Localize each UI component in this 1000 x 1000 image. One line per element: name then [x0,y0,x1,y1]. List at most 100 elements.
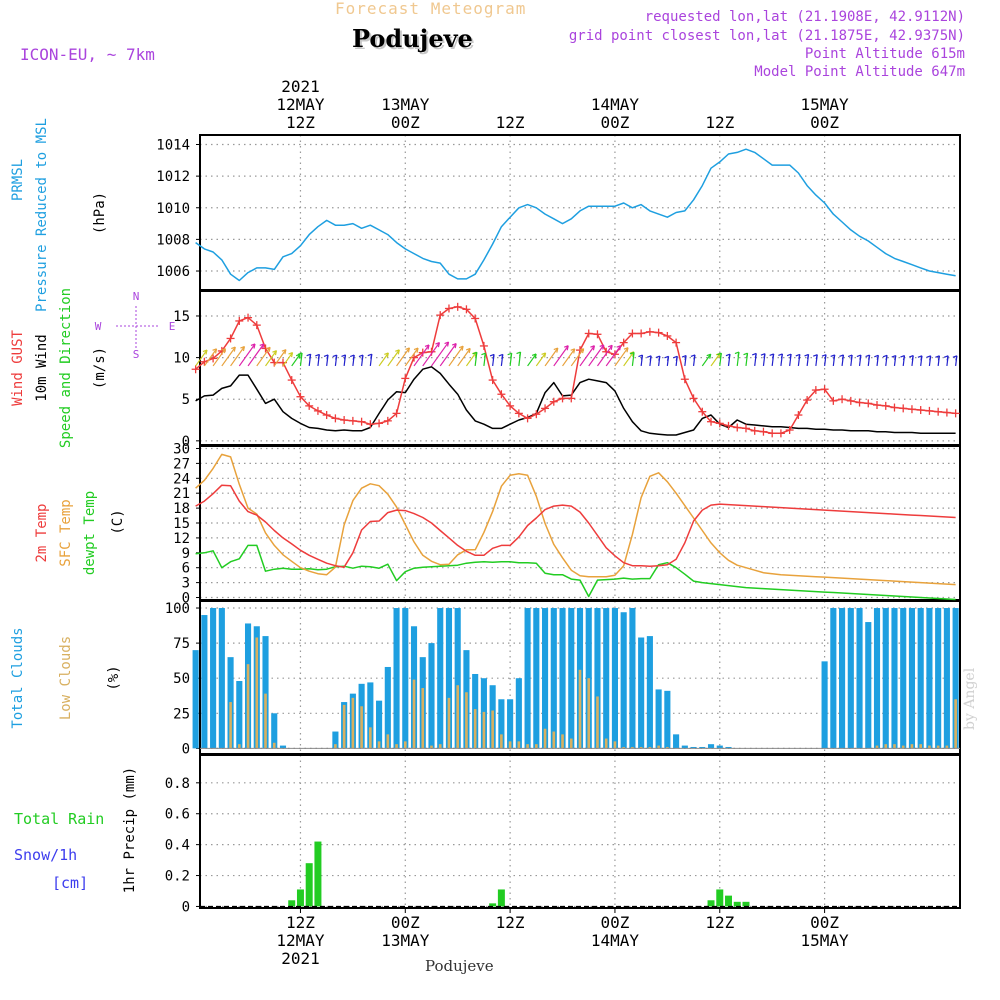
wind-arrow [629,351,635,366]
wind-arrow [282,352,294,367]
gust-marker [663,331,672,340]
y-tick-label: 15 [173,309,190,325]
wind-arrow [203,348,218,367]
top-date-label: 12MAY [276,95,325,114]
low-cloud-bar [342,704,346,749]
wind-arrow [717,352,722,366]
y-tick-label: 0 [182,899,190,915]
wind-arrow [422,342,441,367]
total-cloud-bar [437,608,444,749]
y-tick-label: 30 [173,441,190,457]
wind-arrow-head [290,352,294,358]
top-hour-label: 12Z [496,113,525,132]
wind-arrow [856,354,862,366]
wind-arrow [195,349,208,367]
wind-arrow [579,345,596,367]
wind-arrow [247,343,265,367]
rain-bar [733,901,741,907]
wind-arrow-head [666,356,670,361]
total-cloud-bar [839,608,846,749]
wind-arrow [273,349,287,367]
gust-marker [846,396,855,405]
wind-arrow-head [446,341,450,347]
gust-marker [235,316,244,325]
wind-arrow-shaft [439,343,457,367]
gust-marker [733,423,742,432]
gust-marker [855,398,864,407]
wind-arrow-head [946,355,949,361]
y-tick-label: 1014 [156,137,190,153]
gust-marker [811,386,820,395]
low-cloud-bar [351,697,355,749]
grid-lines [196,135,960,908]
total-cloud-bar [699,746,706,749]
wind-arrow-shaft [579,345,595,367]
wind-arrow-shaft [273,349,287,367]
low-cloud-bar [456,685,460,749]
low-cloud-bar [613,741,617,749]
low-cloud-bar [473,709,477,749]
wind-arrow [387,349,400,367]
y-tick-label: 21 [173,486,190,502]
wind-arrow-head [719,353,722,358]
gust-line [195,306,956,435]
low-cloud-bar [430,745,433,749]
wind-arrow-shaft [457,348,471,367]
bottom-location-label: Podujeve [425,957,494,975]
gust-marker [628,329,637,338]
wind-arrow-head [602,344,605,350]
wind-arrow-head [619,345,622,351]
total-cloud-bar [821,661,828,749]
gust-marker [313,406,322,415]
wind-arrow [507,352,513,366]
gust-marker [444,304,453,313]
point-altitude: Point Altitude 615m [804,46,965,62]
y-tick-label: 5 [182,392,190,408]
wind-arrow [332,354,338,366]
gust-marker [820,385,829,394]
wind-arrow [690,354,696,366]
y-tick-label: 0 [182,591,190,607]
total-cloud-bar [917,608,924,749]
wind-arrow-shaft [238,343,256,367]
wind-arrow [238,343,256,367]
total-cloud-bar [559,608,566,749]
dewpt-line [195,544,956,601]
wind-arrow [498,353,504,366]
low-cloud-bar [543,728,547,749]
low-cloud-bar [386,734,390,749]
label-percent: (%) [106,665,122,690]
total-cloud-bar [393,608,400,749]
label-hpa: (hPa) [92,192,108,234]
wind10m-line [195,366,956,436]
label-speed-direction: Speed and Direction [58,288,74,448]
wind-arrow [291,353,301,367]
y-tick-label: 3 [182,576,190,592]
low-cloud-bar [360,706,363,749]
gust-marker [375,419,384,428]
wind-arrow-head [868,354,871,360]
label-wind-gust: Wind GUST [10,330,26,406]
wind-arrow-head [684,355,687,361]
wind-arrow-head [728,354,731,359]
rain-bar [742,901,750,907]
wind-arrow [926,355,932,366]
label-total-rain: Total Rain [14,810,104,828]
data-marks [191,148,960,908]
wind-arrow-head [902,355,906,361]
wind-arrow [341,354,347,366]
label-10m-wind: 10m Wind [34,334,50,401]
label-prmsl: PRMSL [10,159,26,201]
total-cloud-bar [646,636,653,749]
low-cloud-bar [517,741,521,749]
gust-marker [226,334,235,343]
label-celsius: (C) [110,509,126,534]
wind-arrow [743,352,749,366]
total-cloud-bar [638,637,645,749]
gust-marker [680,375,689,384]
wind-arrow [804,353,810,366]
low-cloud-bar [526,744,529,749]
wind-arrow-shaft [535,352,547,367]
label-snow: Snow/1h [14,846,77,864]
low-cloud-bar [229,702,232,749]
